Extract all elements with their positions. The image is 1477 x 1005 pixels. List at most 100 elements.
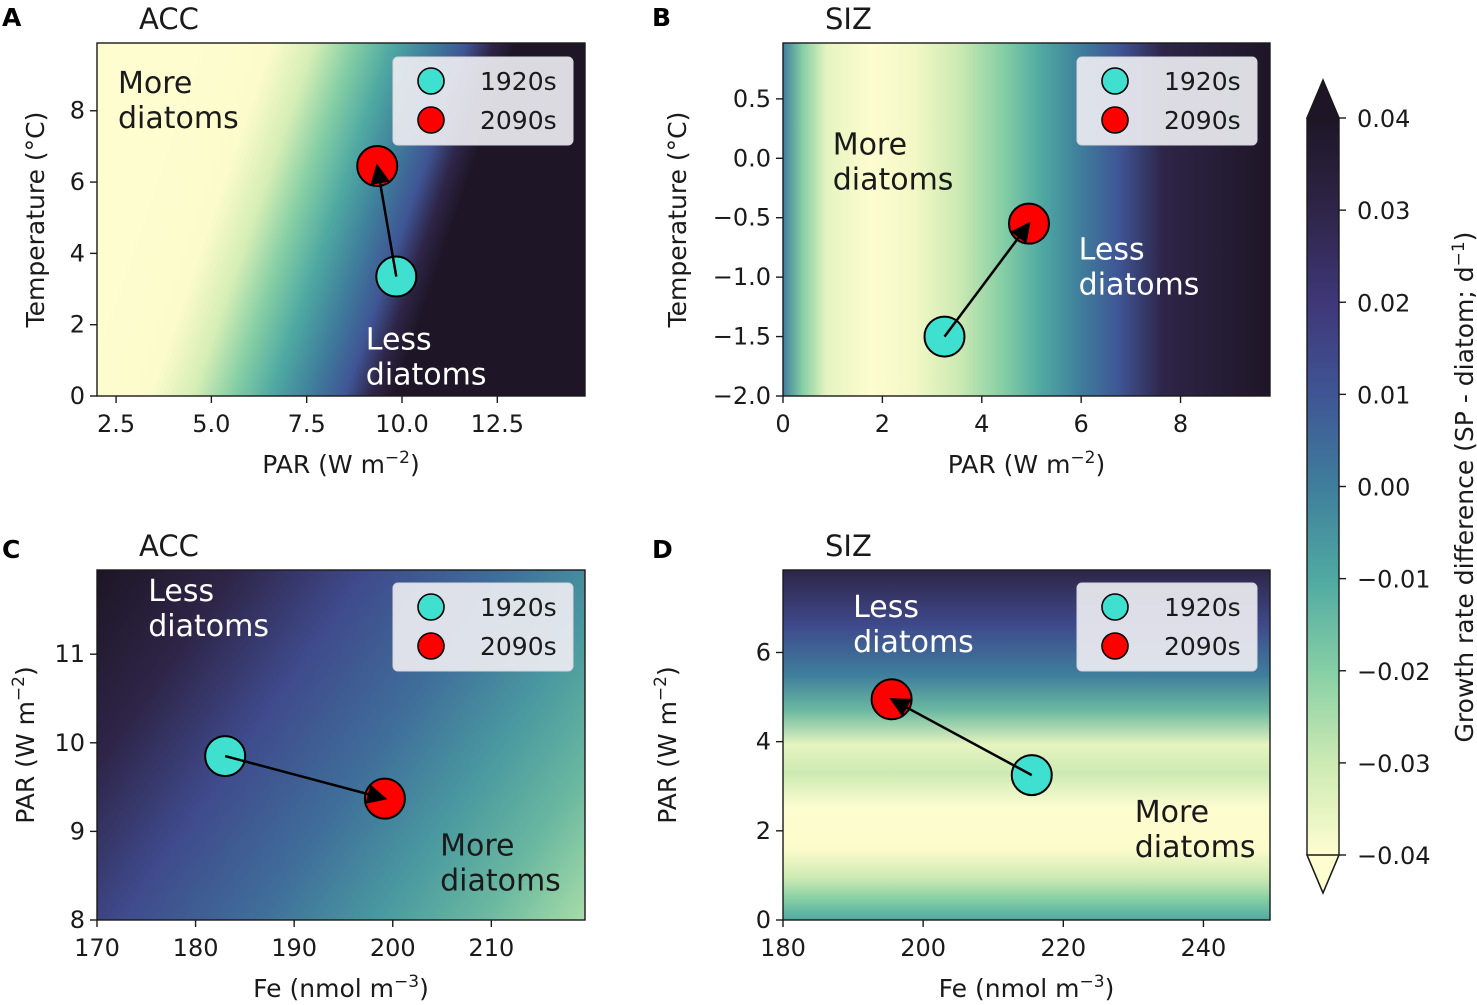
y-tick-label: −2.0 — [713, 382, 771, 410]
legend-label-2090s: 2090s — [1164, 106, 1241, 135]
colorbar-label: Growth rate difference (SP - diatom; d−1… — [1449, 232, 1477, 743]
colorbar: 0.04 0.03 0.02 0.01 0.00 −0.01 −0.02 −0.03 −0.04… — [1305, 78, 1477, 895]
y-axis-label-main: PAR (W m — [11, 701, 40, 824]
colorbar-extend-max — [1305, 78, 1341, 119]
y-axis-label-sup: −2 — [651, 676, 671, 701]
change-arrow — [224, 754, 388, 804]
y-tick-label: 10 — [54, 729, 85, 757]
y-tick-label: 0 — [70, 382, 85, 410]
colorbar-tick-label: 0.02 — [1357, 289, 1410, 317]
annotation-less: Less — [148, 574, 214, 609]
x-axis-label-sup: −3 — [1080, 972, 1105, 992]
legend-marker-1920s — [417, 67, 445, 95]
legend-marker-2090s — [1101, 106, 1129, 134]
annotation-more: More — [118, 66, 192, 101]
x-tick-label: 12.5 — [471, 410, 524, 438]
x-axis-label-main: PAR (W m — [948, 450, 1071, 479]
panel-letter-a: A — [2, 3, 22, 32]
annotation-diatoms: diatoms — [440, 863, 561, 898]
change-arrow — [943, 221, 1031, 338]
x-tick-label: 6 — [1074, 410, 1089, 438]
y-tick-label: 11 — [54, 640, 85, 668]
panel-title: SIZ — [825, 2, 872, 36]
axes-frame — [96, 569, 586, 921]
change-arrow — [889, 698, 1033, 777]
legend-marker-1920s — [1101, 593, 1129, 621]
panel-letter-d: D — [652, 535, 673, 564]
legend-marker-1920s — [417, 593, 445, 621]
x-axis-label-end: ) — [410, 450, 420, 479]
legend-label-2090s: 2090s — [1164, 632, 1241, 661]
x-tick-label: 10.0 — [375, 410, 428, 438]
y-axis-label-end: ) — [653, 666, 682, 676]
annotation-diatoms: diatoms — [1135, 830, 1256, 865]
x-tick-label: 8 — [1173, 410, 1188, 438]
x-tick-label: 200 — [900, 934, 946, 962]
x-axis-label-sup: −2 — [385, 448, 410, 468]
annotation-less: Less — [366, 323, 432, 358]
y-axis-label: Temperature (°C) — [21, 112, 50, 329]
y-tick-label: 2 — [756, 817, 771, 845]
panel-letter-c: C — [2, 535, 20, 564]
colorbar-tick-label: −0.04 — [1357, 842, 1431, 870]
x-axis-label-main: Fe (nmol m — [253, 974, 394, 1003]
legend-label-1920s: 1920s — [1164, 67, 1241, 96]
x-axis-label: Fe (nmol m−3) — [939, 972, 1115, 1003]
legend-label-2090s: 2090s — [480, 632, 557, 661]
x-tick-label: 200 — [370, 934, 416, 962]
panel-title: SIZ — [825, 529, 872, 563]
x-axis-label-main: Fe (nmol m — [939, 974, 1080, 1003]
change-arrow — [370, 163, 398, 277]
annotation-diatoms: diatoms — [366, 358, 487, 393]
y-axis-label: Temperature (°C) — [663, 112, 692, 329]
y-tick-label: 9 — [70, 817, 85, 845]
annotation-more: More — [833, 128, 907, 163]
colorbar-ticks: 0.04 0.03 0.02 0.01 0.00 −0.01 −0.02 −0.03 −0.04 — [1339, 105, 1431, 870]
legend-label-1920s: 1920s — [480, 593, 557, 622]
y-axis-label-end: ) — [11, 666, 40, 676]
y-axis-label-main: PAR (W m — [653, 701, 682, 824]
x-tick-label: 5.0 — [192, 410, 230, 438]
annotation-diatoms: diatoms — [118, 101, 239, 136]
y-tick-label: 6 — [70, 168, 85, 196]
panel-b: 0 2 4 6 8 −2.0 −1.5 −1.0 −0.5 0.0 0.5 SIZ PAR (W m−2… — [663, 2, 1271, 479]
x-tick-label: 170 — [74, 934, 120, 962]
y-tick-label: 6 — [756, 638, 771, 666]
colorbar-body — [1307, 118, 1339, 855]
x-tick-label: 180 — [760, 934, 806, 962]
y-tick-label: 4 — [756, 728, 771, 756]
x-axis-label: PAR (W m−2) — [948, 448, 1106, 479]
x-tick-label: 190 — [271, 934, 317, 962]
y-axis-label: PAR (W m−2) — [651, 666, 682, 824]
axes-frame — [782, 569, 1271, 921]
colorbar-tick-label: −0.01 — [1357, 566, 1431, 594]
x-axis-label: Fe (nmol m−3) — [253, 972, 429, 1003]
x-tick-label: 210 — [468, 934, 514, 962]
x-axis-label-sup: −2 — [1070, 448, 1095, 468]
legend-marker-2090s — [417, 632, 445, 660]
x-tick-label: 2 — [875, 410, 890, 438]
legend-label-2090s: 2090s — [480, 106, 557, 135]
x-tick-label: 0 — [775, 410, 790, 438]
y-tick-label: 0.5 — [733, 85, 771, 113]
x-tick-label: 220 — [1040, 934, 1086, 962]
annotation-less: Less — [853, 590, 919, 625]
legend-label-1920s: 1920s — [480, 67, 557, 96]
y-tick-label: −1.0 — [713, 263, 771, 291]
x-axis-label-main: PAR (W m — [262, 450, 385, 479]
annotation-more: More — [1135, 795, 1209, 830]
x-tick-label: 240 — [1181, 934, 1227, 962]
colorbar-tick-label: 0.04 — [1357, 105, 1410, 133]
x-axis-label-end: ) — [419, 974, 429, 1003]
panel-a: 2.5 5.0 7.5 10.0 12.5 0 2 4 6 8 ACC PAR (W m−2) Temp… — [21, 2, 586, 479]
y-tick-label: 0.0 — [733, 144, 771, 172]
colorbar-tick-label: 0.00 — [1357, 474, 1410, 502]
x-axis-label-end: ) — [1095, 450, 1105, 479]
x-axis-label: PAR (W m−2) — [262, 448, 420, 479]
panel-title: ACC — [139, 2, 199, 36]
y-axis-label-sup: −2 — [9, 676, 29, 701]
y-axis-label: PAR (W m−2) — [9, 666, 40, 824]
